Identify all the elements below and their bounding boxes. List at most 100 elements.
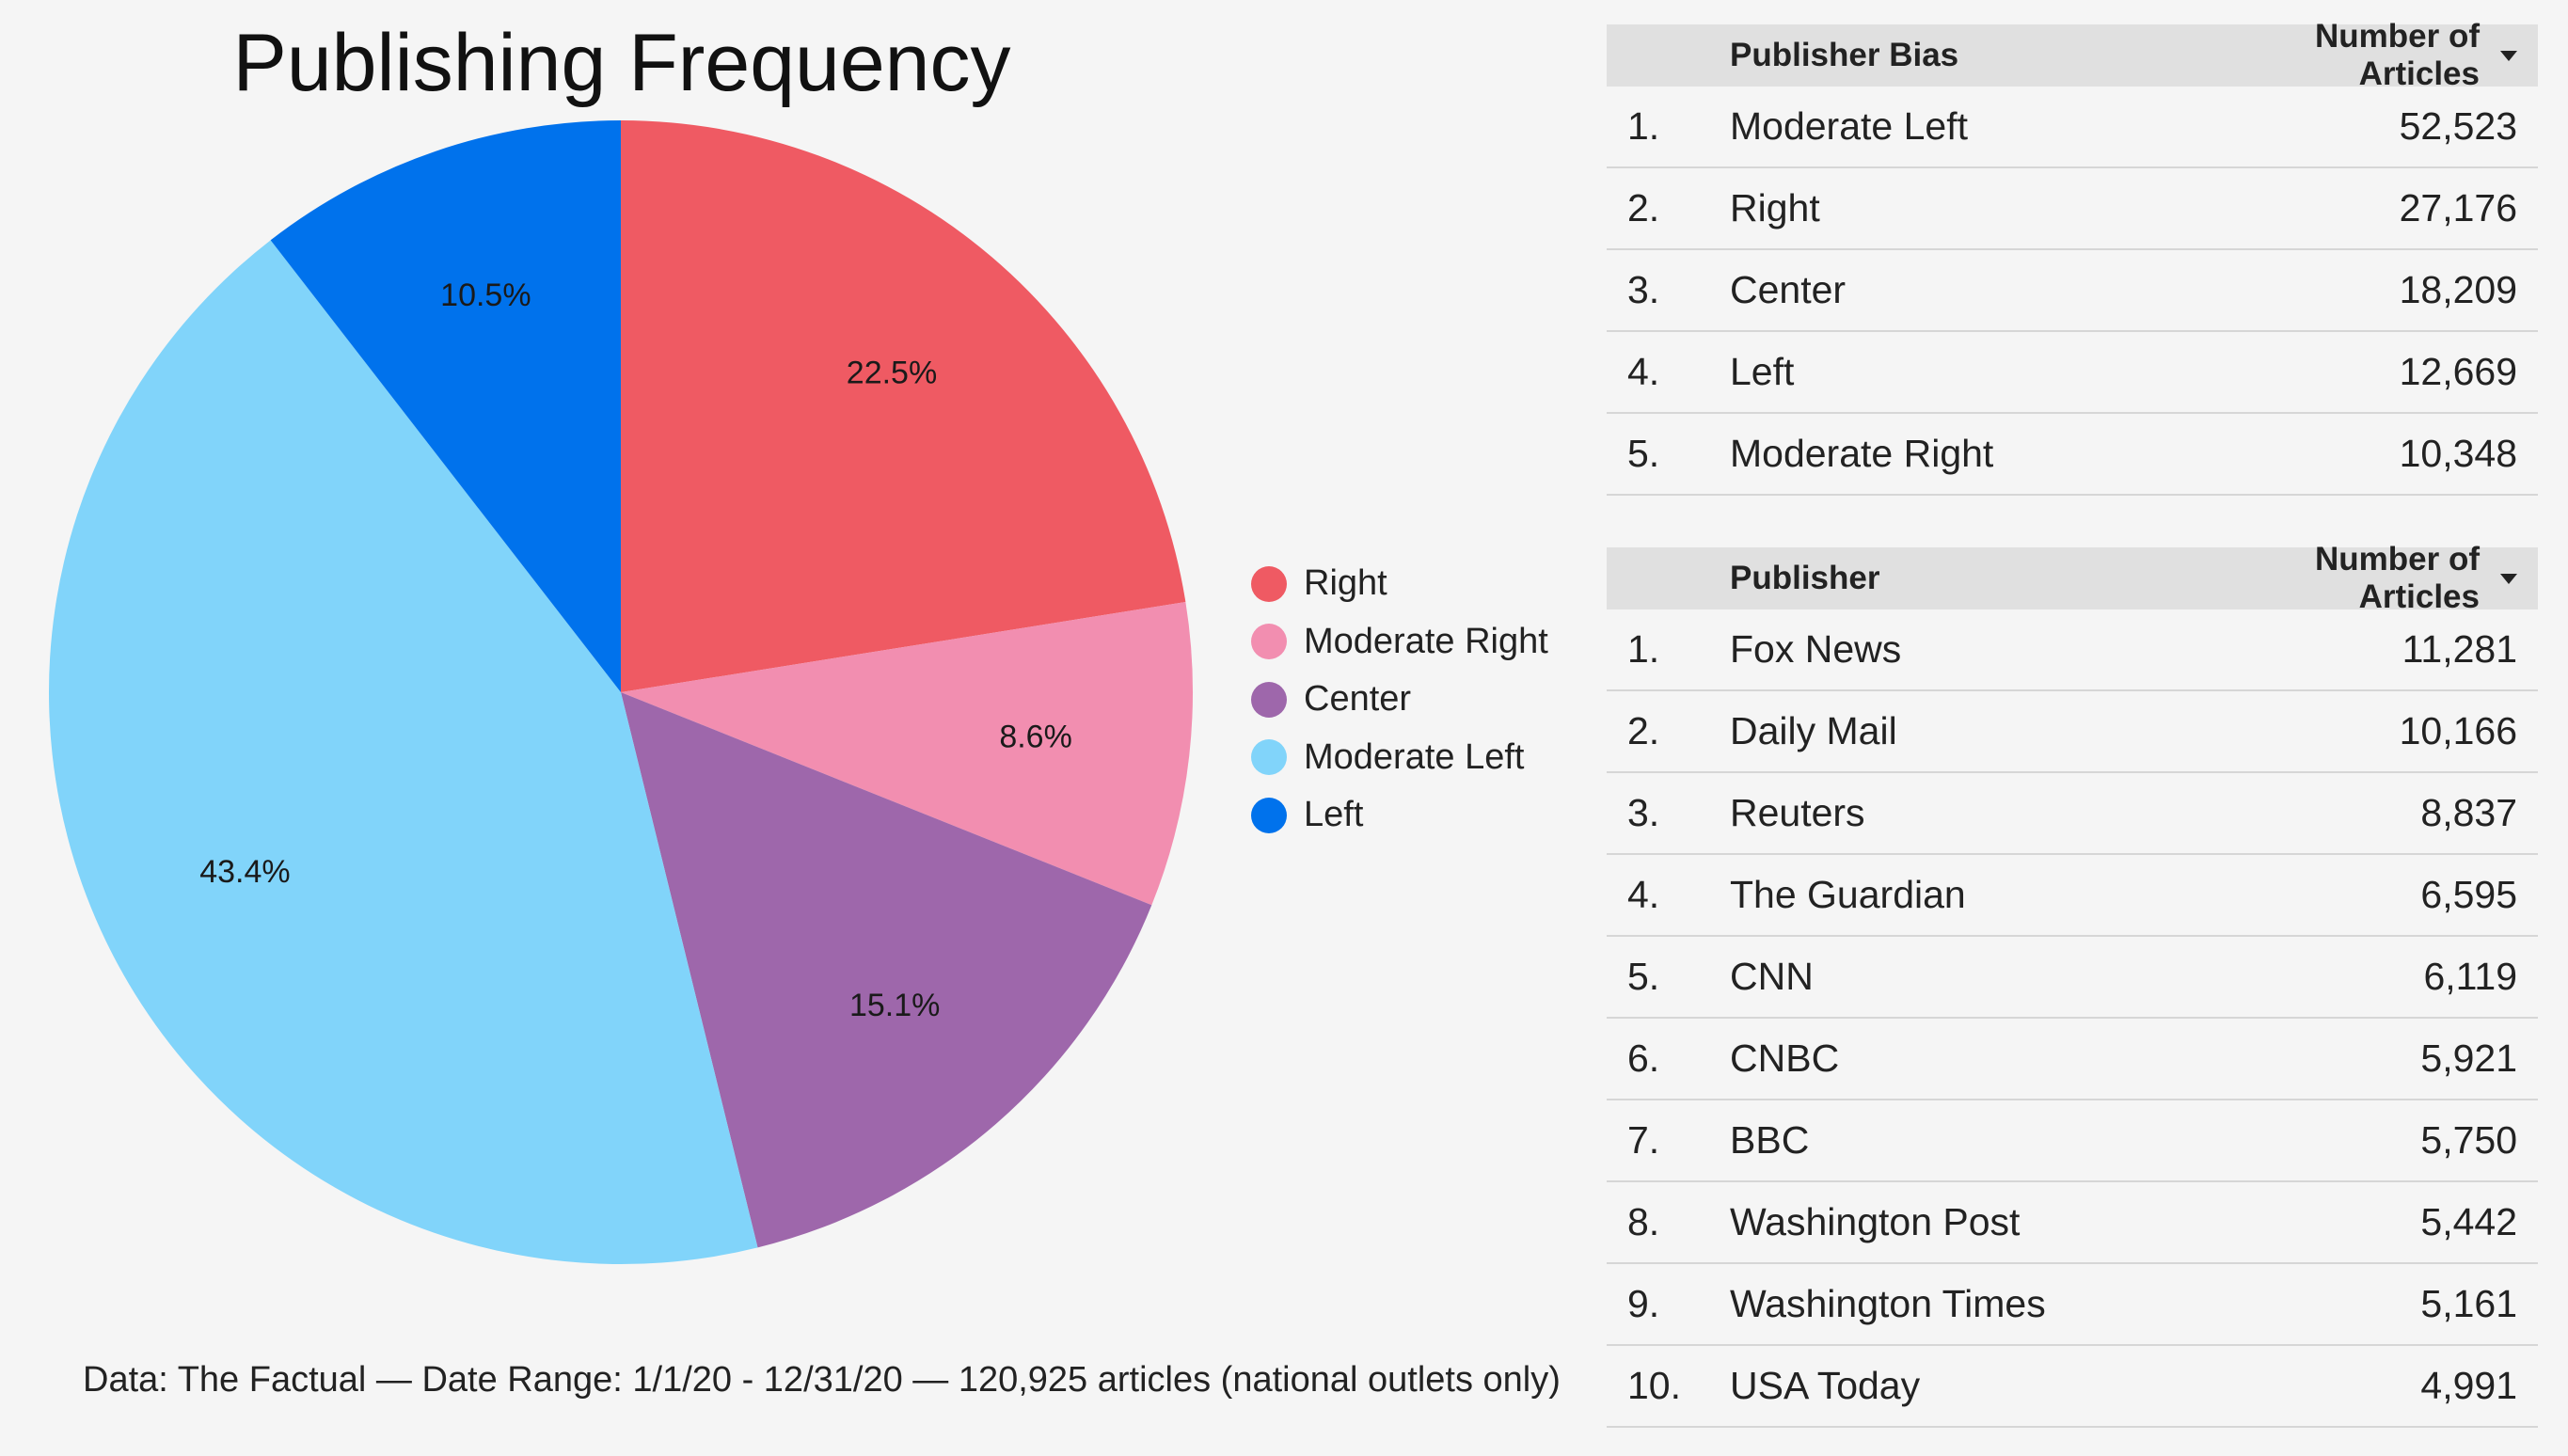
cell-value: 8,837 <box>2420 791 2517 834</box>
legend-swatch <box>1251 797 1287 833</box>
legend-label: Left <box>1304 795 1364 835</box>
table-row: 2. Daily Mail 10,166 <box>1607 691 2538 773</box>
slice-data-label: 10.5% <box>440 277 531 313</box>
column-header-label: Number of Articles <box>2315 18 2480 92</box>
column-header-publisher-bias[interactable]: Publisher Bias <box>1730 37 1959 73</box>
slice-data-label: 8.6% <box>999 719 1072 754</box>
cell-value: 5,161 <box>2420 1282 2517 1325</box>
publisher-table: Publisher Number of Articles 1. Fox News 1… <box>1607 541 2538 1428</box>
slice-data-label: 22.5% <box>847 355 937 390</box>
legend-swatch <box>1251 739 1287 776</box>
slice-data-label: 15.1% <box>849 988 940 1023</box>
table-row: 1. Moderate Left 52,523 <box>1607 87 2538 168</box>
pie-slice-right[interactable] <box>621 120 1186 692</box>
pie-slice-moderate-left[interactable] <box>48 240 758 1265</box>
legend-swatch <box>1251 624 1287 660</box>
slice-data-label: 43.4% <box>199 854 290 890</box>
cell-name: Right <box>1730 186 1820 229</box>
table-row: 9. Washington Times 5,161 <box>1607 1264 2538 1346</box>
cell-rank: 3. <box>1627 268 1660 311</box>
cell-rank: 8. <box>1627 1200 1660 1243</box>
cell-value: 18,209 <box>2399 268 2517 311</box>
cell-value: 5,921 <box>2420 1037 2517 1080</box>
cell-name: CNBC <box>1730 1037 1840 1080</box>
cell-name: Fox News <box>1730 627 1902 671</box>
cell-rank: 4. <box>1627 350 1660 393</box>
cell-value: 6,119 <box>2423 955 2517 998</box>
table-row: 5. CNN 6,119 <box>1607 937 2538 1019</box>
table-row: 4. The Guardian 6,595 <box>1607 855 2538 937</box>
pie-slice-moderate-right[interactable] <box>621 602 1194 906</box>
cell-value: 4,991 <box>2420 1364 2517 1407</box>
cell-value: 5,442 <box>2420 1200 2517 1243</box>
legend-item: Left <box>1251 786 1571 845</box>
table-row: 7. BBC 5,750 <box>1607 1100 2538 1182</box>
cell-name: The Guardian <box>1730 873 1966 916</box>
cell-value: 11,281 <box>2402 627 2517 671</box>
cell-name: Washington Post <box>1730 1200 2021 1243</box>
cell-rank: 2. <box>1627 709 1660 752</box>
cell-value: 5,750 <box>2420 1118 2517 1162</box>
table-header: Publisher Number of Articles <box>1607 541 2538 615</box>
cell-name: Reuters <box>1730 791 1865 834</box>
legend-label: Moderate Right <box>1304 621 1548 661</box>
legend-item: Moderate Right <box>1251 613 1571 672</box>
cell-rank: 3. <box>1627 791 1660 834</box>
cell-rank: 1. <box>1627 627 1660 671</box>
legend-label: Center <box>1304 679 1412 720</box>
cell-name: Daily Mail <box>1730 709 1897 752</box>
cell-value: 27,176 <box>2399 186 2517 229</box>
legend-swatch <box>1251 565 1287 602</box>
column-header-number-of-articles[interactable]: Number of Articles <box>2199 18 2538 93</box>
cell-rank: 5. <box>1627 955 1660 998</box>
cell-rank: 9. <box>1627 1282 1660 1325</box>
sort-down-icon[interactable] <box>2500 50 2517 61</box>
legend-item: Moderate Left <box>1251 729 1571 787</box>
legend-swatch <box>1251 681 1287 718</box>
chart-legend: Right Moderate Right Center Moderate Left Le… <box>1251 555 1571 845</box>
cell-value: 6,595 <box>2420 873 2517 916</box>
chart-title: Publishing Frequency <box>232 18 1011 108</box>
cell-value: 10,348 <box>2399 432 2517 475</box>
data-source-footer: Data: The Factual — Date Range: 1/1/20 -… <box>83 1360 1561 1400</box>
legend-label: Right <box>1304 563 1387 604</box>
cell-name: BBC <box>1730 1118 1810 1162</box>
cell-name: Washington Times <box>1730 1282 2046 1325</box>
table-row: 3. Center 18,209 <box>1607 250 2538 332</box>
table-row: 5. Moderate Right 10,348 <box>1607 414 2538 496</box>
column-header-number-of-articles[interactable]: Number of Articles <box>2199 541 2538 616</box>
table-row: 6. CNBC 5,921 <box>1607 1019 2538 1100</box>
cell-rank: 5. <box>1627 432 1660 475</box>
legend-item: Right <box>1251 555 1571 613</box>
cell-rank: 2. <box>1627 186 1660 229</box>
cell-name: Left <box>1730 350 1795 393</box>
pie-slice-left[interactable] <box>270 120 621 692</box>
cell-rank: 10. <box>1627 1364 1681 1407</box>
cell-name: Moderate Right <box>1730 432 1994 475</box>
table-row: 4. Left 12,669 <box>1607 332 2538 414</box>
table-row: 2. Right 27,176 <box>1607 168 2538 250</box>
table-row: 10. USA Today 4,991 <box>1607 1346 2538 1428</box>
cell-name: CNN <box>1730 955 1814 998</box>
legend-item: Center <box>1251 671 1571 729</box>
cell-value: 52,523 <box>2399 104 2517 148</box>
cell-name: Moderate Left <box>1730 104 1968 148</box>
pie-slice-center[interactable] <box>621 692 1152 1248</box>
cell-value: 10,166 <box>2399 709 2517 752</box>
table-row: 3. Reuters 8,837 <box>1607 773 2538 855</box>
table-header: Publisher Bias Number of Articles <box>1607 18 2538 92</box>
publisher-bias-table: Publisher Bias Number of Articles 1. Mode… <box>1607 18 2538 496</box>
cell-rank: 7. <box>1627 1118 1660 1162</box>
pie-chart: 22.5% 8.6% 15.1% 43.4% 10.5% <box>48 120 1194 1265</box>
table-row: 1. Fox News 11,281 <box>1607 609 2538 691</box>
legend-label: Moderate Left <box>1304 736 1525 777</box>
cell-name: Center <box>1730 268 1847 311</box>
column-header-label: Number of Articles <box>2315 541 2480 615</box>
table-row: 8. Washington Post 5,442 <box>1607 1182 2538 1264</box>
sort-down-icon[interactable] <box>2500 573 2517 584</box>
cell-rank: 1. <box>1627 104 1660 148</box>
cell-name: USA Today <box>1730 1364 1921 1407</box>
cell-rank: 6. <box>1627 1037 1660 1080</box>
column-header-publisher[interactable]: Publisher <box>1730 560 1880 596</box>
cell-value: 12,669 <box>2399 350 2517 393</box>
